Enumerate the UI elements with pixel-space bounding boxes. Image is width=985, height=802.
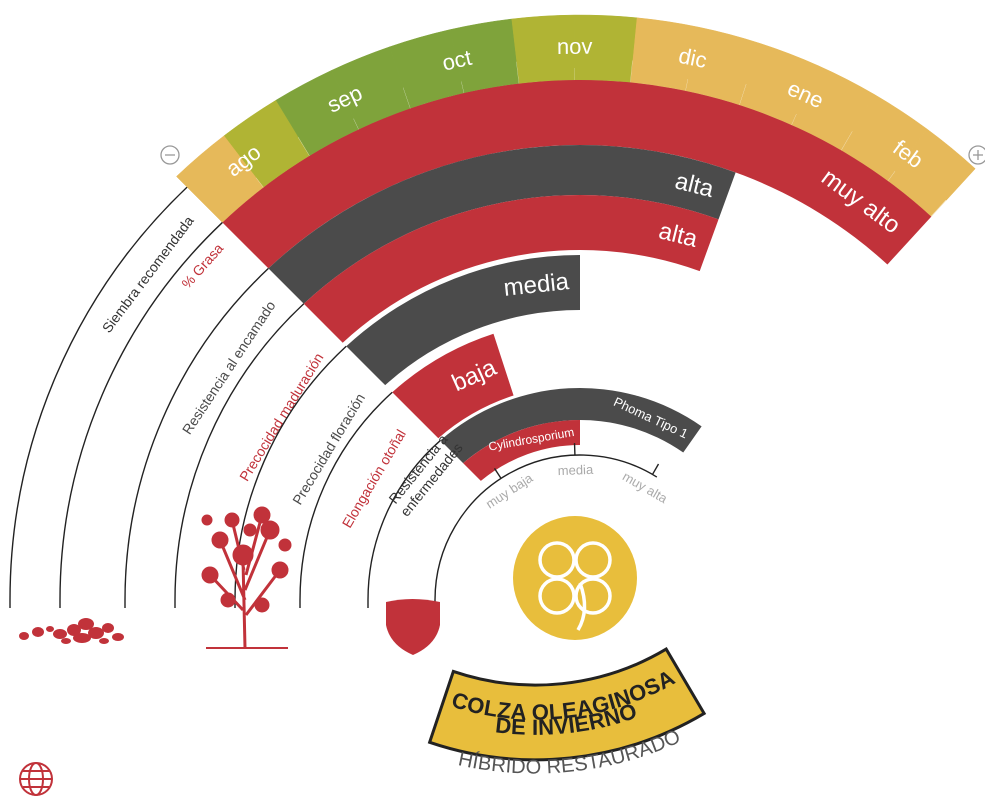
row-label: Precocidad floración <box>289 390 368 507</box>
trait-bar <box>346 255 580 386</box>
guide-arc <box>299 391 393 608</box>
banner: COLZA OLEAGINOSA DE INVIERNO HÍBRIDO RES… <box>427 647 707 789</box>
scale-tick <box>651 463 660 475</box>
guide-arc <box>9 186 188 608</box>
seeds-icon <box>19 618 124 644</box>
disease-bar <box>440 388 702 464</box>
guide-arc <box>174 303 305 608</box>
guide-arc <box>59 221 223 608</box>
trait-bar <box>268 145 736 304</box>
scale-label: media <box>557 462 594 478</box>
plus-icon <box>968 145 985 165</box>
scale-label: muy alta <box>620 469 671 507</box>
month-label: nov <box>557 34 593 59</box>
row-label: Siembra recomendada <box>99 213 197 336</box>
emblem <box>513 516 637 640</box>
shield-icon <box>386 599 440 655</box>
row-label: Resistencia al encamado <box>179 298 279 437</box>
trait-bar <box>392 333 514 439</box>
month-label: dic <box>676 43 709 73</box>
month-tick <box>930 199 947 218</box>
scale-label: muy baja <box>483 470 536 512</box>
guide-arc <box>124 267 269 608</box>
scale-tick <box>493 467 502 479</box>
disease-bar <box>463 420 580 481</box>
globe-icon <box>19 762 53 796</box>
guide-arc <box>367 439 441 608</box>
plant-icon <box>201 506 292 649</box>
row-label: % Grasa <box>178 240 226 292</box>
scale-arc <box>434 454 658 608</box>
trait-bar <box>222 79 932 269</box>
trait-bar <box>303 194 719 343</box>
minus-icon <box>160 145 180 165</box>
